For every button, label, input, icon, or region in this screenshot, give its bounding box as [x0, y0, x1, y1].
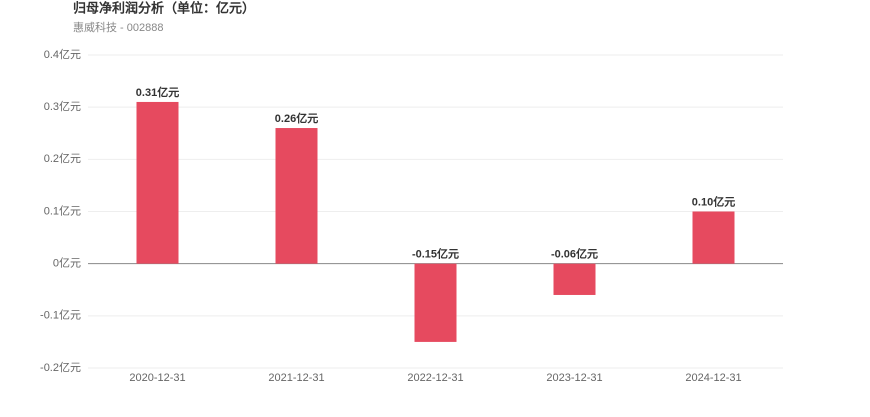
x-tick-label: 2023-12-31 — [546, 372, 602, 384]
y-tick-label: 0.3亿元 — [44, 100, 81, 113]
x-tick-label: 2020-12-31 — [129, 372, 185, 384]
x-tick-label: 2022-12-31 — [407, 372, 463, 384]
y-tick-label: 0.2亿元 — [44, 152, 81, 165]
y-tick-label: 0.4亿元 — [44, 48, 81, 61]
x-tick-label: 2021-12-31 — [268, 372, 324, 384]
y-tick-label: 0亿元 — [53, 257, 81, 270]
y-tick-label: 0.1亿元 — [44, 204, 81, 217]
bar — [553, 263, 596, 295]
value-label: 0.31亿元 — [136, 85, 179, 99]
value-label: -0.15亿元 — [412, 247, 459, 261]
bar — [136, 101, 179, 264]
x-tick-label: 2024-12-31 — [685, 372, 741, 384]
bar — [414, 263, 457, 342]
value-label: -0.06亿元 — [551, 247, 598, 261]
y-tick-label: -0.1亿元 — [40, 309, 81, 322]
bar — [275, 128, 318, 264]
value-label: 0.10亿元 — [692, 194, 735, 208]
y-tick-label: -0.2亿元 — [40, 361, 81, 374]
bar — [692, 211, 735, 264]
chart-title: 归母净利润分析（单位：亿元） — [73, 0, 255, 15]
chart-subtitle: 惠威科技 - 002888 — [73, 20, 163, 34]
value-label: 0.26亿元 — [275, 111, 318, 125]
